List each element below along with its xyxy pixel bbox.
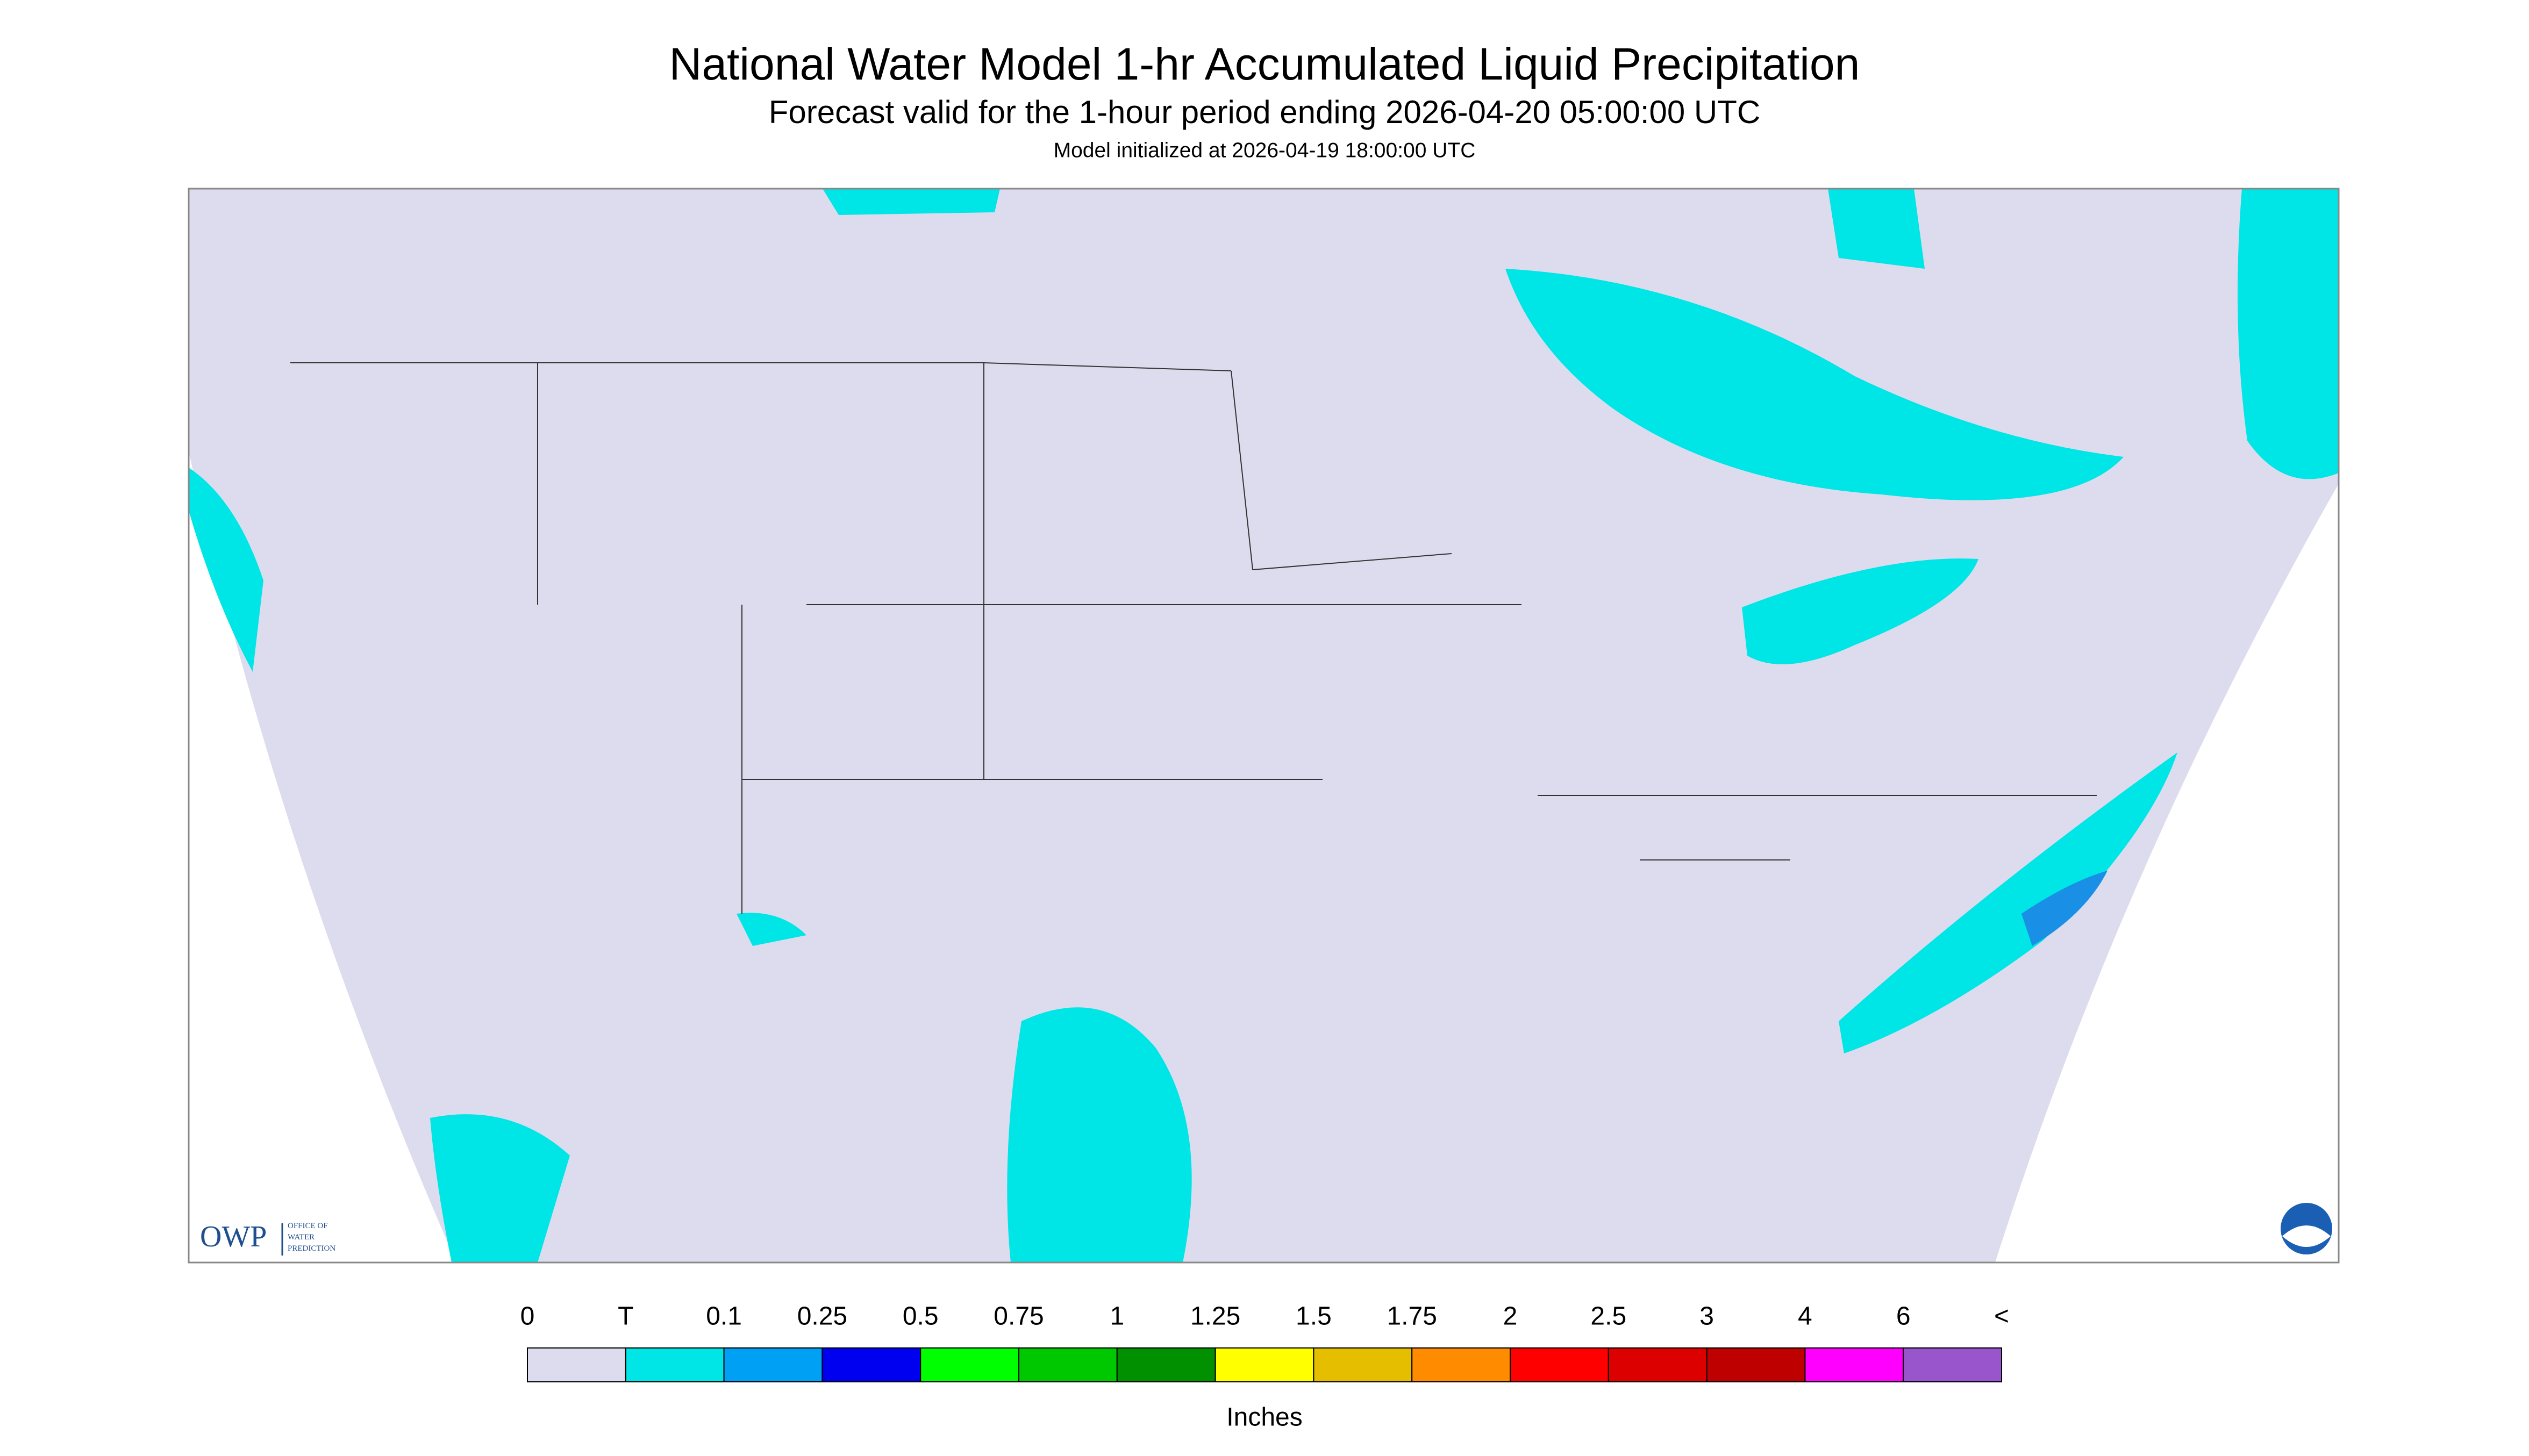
precip (1007, 1007, 1192, 1263)
legend-swatch (1510, 1347, 1609, 1382)
legend-label: 0.5 (903, 1302, 939, 1331)
map-outline (188, 188, 2340, 1264)
legend-label: 1.5 (1296, 1302, 1332, 1331)
legend-swatch (1411, 1347, 1511, 1382)
legend-label: 4 (1798, 1302, 1812, 1331)
subtitle: Forecast valid for the 1-hour period end… (769, 94, 1760, 130)
logo-line: OFFICE OF (288, 1222, 328, 1230)
precip (823, 189, 1000, 215)
legend-swatch (1608, 1347, 1708, 1382)
precip (189, 468, 263, 672)
legend-swatch (1313, 1347, 1413, 1382)
legend-label: 0 (520, 1302, 535, 1331)
title: National Water Model 1-hr Accumulated Li… (669, 39, 1860, 89)
legend-label: 2.5 (1590, 1302, 1626, 1331)
legend-swatch (1018, 1347, 1118, 1382)
legend-swatch (821, 1347, 921, 1382)
map-domain (189, 189, 2339, 1263)
legend-swatch (527, 1347, 626, 1382)
legend-label: 2 (1503, 1302, 1518, 1331)
precip (737, 913, 806, 946)
map: OWP OFFICE OF WATER PREDICTION (188, 188, 2340, 1264)
legend-label: 1.25 (1190, 1302, 1240, 1331)
precip-heavy (2021, 871, 2108, 946)
legend-units: Inches (1226, 1403, 1302, 1432)
precip-areas (189, 189, 2339, 1263)
legend-swatch (920, 1347, 1019, 1382)
noaa-logo (2281, 1203, 2332, 1254)
precip (1828, 189, 1925, 269)
legend-label: 0.75 (994, 1302, 1044, 1331)
legend-swatch (1903, 1347, 2002, 1382)
legend-swatch (1116, 1347, 1216, 1382)
legend-label: T (618, 1302, 633, 1331)
border (290, 362, 2097, 914)
owp-logo: OWP OFFICE OF WATER PREDICTION (200, 1220, 335, 1256)
logo-abbr: OWP (200, 1220, 267, 1253)
logo-line: PREDICTION (288, 1244, 335, 1253)
legend-swatch (1706, 1347, 1806, 1382)
legend-label: 3 (1699, 1302, 1714, 1331)
precip (2238, 189, 2339, 479)
precip (1505, 269, 2124, 500)
noaa-emblem-wave (2282, 1225, 2331, 1247)
legend-swatch (1215, 1347, 1314, 1382)
legend-swatch (625, 1347, 725, 1382)
precip (430, 1114, 570, 1263)
legend: 0 T 0.1 0.25 0.5 0.75 1 1.25 1.5 1.75 2 2.5 3 4 6 < (520, 1302, 2009, 1382)
legend-label: 1 (1110, 1302, 1124, 1331)
precip (1839, 752, 2177, 1053)
legend-label: 1.75 (1387, 1302, 1437, 1331)
init-time: Model initialized at 2026-04-19 18:00:00… (1054, 139, 1476, 162)
legend-label: 0.25 (797, 1302, 847, 1331)
state-borders (290, 362, 2097, 914)
precip (1742, 558, 1978, 664)
legend-label: < (1994, 1302, 2009, 1331)
legend-swatch (723, 1347, 823, 1382)
legend-label: 6 (1896, 1302, 1911, 1331)
logo-line: WATER (288, 1233, 315, 1242)
legend-swatch (1804, 1347, 1904, 1382)
legend-label: 0.1 (706, 1302, 742, 1331)
